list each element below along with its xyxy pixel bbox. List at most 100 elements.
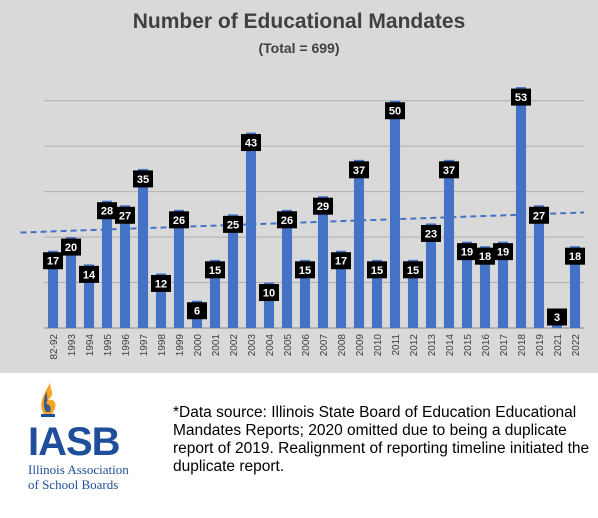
data-label-box — [187, 302, 207, 320]
data-label-box — [529, 206, 549, 224]
data-label-box — [43, 252, 63, 270]
bar — [515, 87, 527, 328]
bar — [245, 132, 257, 328]
data-label: 50 — [389, 106, 401, 118]
x-tick-label: 2016 — [481, 334, 492, 357]
data-label: 20 — [65, 242, 77, 254]
x-tick-label: 1999 — [175, 334, 186, 357]
data-label: 12 — [155, 278, 167, 290]
x-tick-label: 1994 — [85, 334, 96, 357]
data-label-box — [241, 134, 261, 152]
bar — [101, 200, 113, 328]
data-label: 18 — [479, 251, 491, 263]
data-label: 43 — [245, 138, 257, 150]
bar — [137, 168, 149, 328]
bar — [335, 250, 347, 328]
bar — [443, 159, 455, 328]
x-tick-label: 1995 — [103, 334, 114, 357]
x-tick-label: 2012 — [409, 334, 420, 357]
x-tick-label: 2000 — [193, 334, 204, 357]
data-label-box — [457, 243, 477, 261]
data-label: 19 — [461, 247, 473, 259]
logo-acronym: IASB — [28, 420, 121, 464]
data-label-box — [205, 261, 225, 279]
data-label-box — [259, 284, 279, 302]
data-label-box — [331, 252, 351, 270]
data-label-box — [421, 224, 441, 242]
data-label-box — [277, 211, 297, 229]
data-label-box — [223, 215, 243, 233]
x-tick-label: 82-92 — [49, 334, 60, 360]
trendline — [20, 211, 585, 234]
bar — [299, 259, 311, 328]
x-tick-label: 1993 — [67, 334, 78, 357]
x-tick-labels: 82-92 1993 1994 1995 1996 1997 1998 1999 2000 200… — [49, 334, 582, 360]
data-label: 15 — [371, 265, 383, 277]
bar — [155, 273, 167, 328]
data-label: 37 — [443, 165, 455, 177]
data-label-box — [403, 261, 423, 279]
data-label-box — [439, 161, 459, 179]
bars — [47, 87, 581, 329]
data-label: 17 — [47, 256, 59, 268]
data-label: 26 — [281, 215, 293, 227]
data-label-box — [313, 197, 333, 215]
trend-line — [20, 211, 585, 234]
x-tick-label: 2003 — [247, 334, 258, 357]
data-label-box — [475, 247, 495, 265]
bar — [47, 250, 59, 328]
chart-title: Number of Educational Mandates — [132, 10, 466, 33]
data-label-box — [115, 206, 135, 224]
data-label-box — [295, 261, 315, 279]
bar — [533, 205, 545, 328]
data-label: 15 — [299, 265, 311, 277]
bar — [461, 241, 473, 328]
data-label: 17 — [335, 256, 347, 268]
data-label: 37 — [353, 165, 365, 177]
footer — [0, 373, 598, 518]
data-label: 10 — [263, 288, 275, 300]
data-label-box — [565, 247, 585, 265]
bar — [83, 264, 95, 328]
data-label-box — [349, 161, 369, 179]
x-tick-label: 2017 — [499, 334, 510, 357]
gridlines — [44, 100, 584, 329]
bar — [389, 100, 401, 329]
iasb-flame-logo — [41, 380, 56, 417]
bar — [227, 214, 239, 328]
x-tick-label: 1997 — [139, 334, 150, 357]
data-source-note: *Data source: Illinois State Board of Ed… — [173, 404, 590, 475]
x-tick-label: 2009 — [355, 334, 366, 357]
bar — [407, 259, 419, 328]
data-label: 28 — [101, 206, 113, 218]
data-labels: 17 20 14 28 27 35 12 26 6 15 25 43 10 26 15 29 17 37 15 50 1… — [43, 88, 585, 326]
data-label: 19 — [497, 247, 509, 259]
x-tick-label: 2004 — [265, 334, 276, 357]
chart-subtitle: (Total = 699) — [258, 40, 340, 56]
x-tick-label: 2015 — [463, 334, 474, 357]
data-label: 26 — [173, 215, 185, 227]
x-tick-label: 2006 — [301, 334, 312, 357]
data-label-box — [493, 243, 513, 261]
data-label: 15 — [209, 265, 221, 277]
bar — [209, 259, 221, 328]
logo-org-line-1: Illinois Association — [28, 462, 129, 477]
data-label-box — [547, 308, 567, 326]
x-tick-label: 2013 — [427, 334, 438, 357]
data-label: 14 — [83, 269, 96, 281]
data-label-box — [151, 274, 171, 292]
data-label: 6 — [194, 306, 200, 318]
x-tick-label: 2022 — [571, 334, 582, 357]
x-tick-label: 1996 — [121, 334, 132, 357]
data-label: 25 — [227, 219, 239, 231]
data-label-box — [169, 211, 189, 229]
data-label: 15 — [407, 265, 419, 277]
data-label: 29 — [317, 201, 329, 213]
x-tick-label: 2007 — [319, 334, 330, 357]
bar — [119, 205, 131, 328]
data-label: 3 — [554, 312, 560, 324]
data-label-box — [511, 88, 531, 106]
bar — [173, 209, 185, 328]
bar — [497, 241, 509, 328]
